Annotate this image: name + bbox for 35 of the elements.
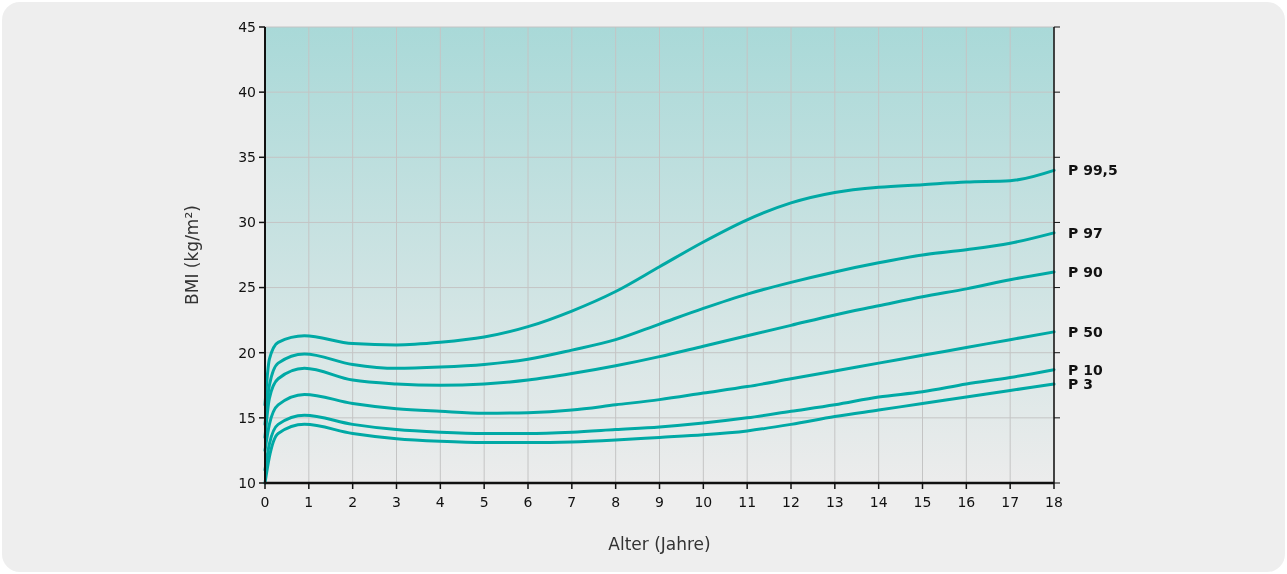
series-label: P 99,5 (1068, 162, 1118, 179)
x-tick-label: 0 (260, 494, 270, 510)
y-tick-label: 35 (238, 149, 256, 166)
x-tick-label: 17 (1001, 494, 1020, 510)
x-tick-label: 7 (567, 494, 577, 510)
series-label: P 50 (1068, 323, 1103, 340)
x-tick-label: 15 (913, 494, 932, 510)
series-label: P 97 (1068, 224, 1103, 241)
x-tick-label: 1 (304, 494, 314, 510)
y-tick-label: 25 (238, 279, 256, 296)
y-tick-label: 40 (238, 84, 256, 101)
x-tick-label: 6 (523, 494, 533, 510)
y-tick-label: 45 (238, 18, 256, 35)
y-tick-label: 30 (238, 214, 256, 231)
y-tick-label: 15 (238, 409, 256, 426)
x-tick-label: 16 (957, 494, 976, 510)
series-label: P 3 (1068, 375, 1093, 392)
x-tick-label: 14 (869, 494, 888, 510)
y-tick-label: 10 (238, 474, 256, 491)
series-label: P 90 (1068, 263, 1103, 280)
y-tick-label: 20 (238, 344, 256, 361)
x-tick-label: 5 (479, 494, 489, 510)
x-tick-label: 13 (825, 494, 844, 510)
x-tick-label: 2 (348, 494, 358, 510)
y-axis-title: BMI (kg/m²) (182, 205, 202, 305)
x-tick-label: 3 (392, 494, 401, 510)
x-tick-label: 9 (655, 494, 664, 510)
x-axis-title: Alter (Jahre) (608, 534, 711, 554)
x-tick-label: 8 (611, 494, 621, 510)
x-tick-label: 10 (694, 494, 713, 510)
series-label: P 10 (1068, 361, 1103, 378)
x-tick-label: 11 (738, 494, 757, 510)
x-tick-label: 18 (1045, 494, 1063, 510)
x-tick-label: 4 (435, 494, 445, 510)
x-tick-label: 12 (782, 494, 800, 510)
